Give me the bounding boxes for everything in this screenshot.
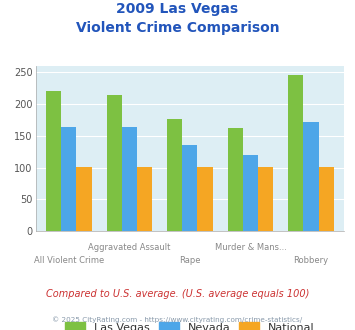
Bar [61,127,76,231]
Text: Robbery: Robbery [294,256,329,265]
Bar [137,167,152,231]
Text: © 2025 CityRating.com - https://www.cityrating.com/crime-statistics/: © 2025 CityRating.com - https://www.city… [53,317,302,323]
Bar [304,122,319,231]
Text: Aggravated Assault: Aggravated Assault [88,243,170,251]
Bar [46,91,61,231]
Bar [258,167,273,231]
Bar [106,95,122,231]
Bar [319,167,334,231]
Text: Rape: Rape [179,256,201,265]
Text: 2009 Las Vegas: 2009 Las Vegas [116,2,239,16]
Bar [76,167,92,231]
Bar [167,119,182,231]
Text: Compared to U.S. average. (U.S. average equals 100): Compared to U.S. average. (U.S. average … [46,289,309,299]
Bar [182,145,197,231]
Bar [288,75,304,231]
Text: All Violent Crime: All Violent Crime [34,256,104,265]
Bar [122,127,137,231]
Bar [197,167,213,231]
Legend: Las Vegas, Nevada, National: Las Vegas, Nevada, National [65,322,315,330]
Text: Murder & Mans...: Murder & Mans... [214,243,286,251]
Bar [243,155,258,231]
Bar [228,128,243,231]
Text: Violent Crime Comparison: Violent Crime Comparison [76,21,279,35]
